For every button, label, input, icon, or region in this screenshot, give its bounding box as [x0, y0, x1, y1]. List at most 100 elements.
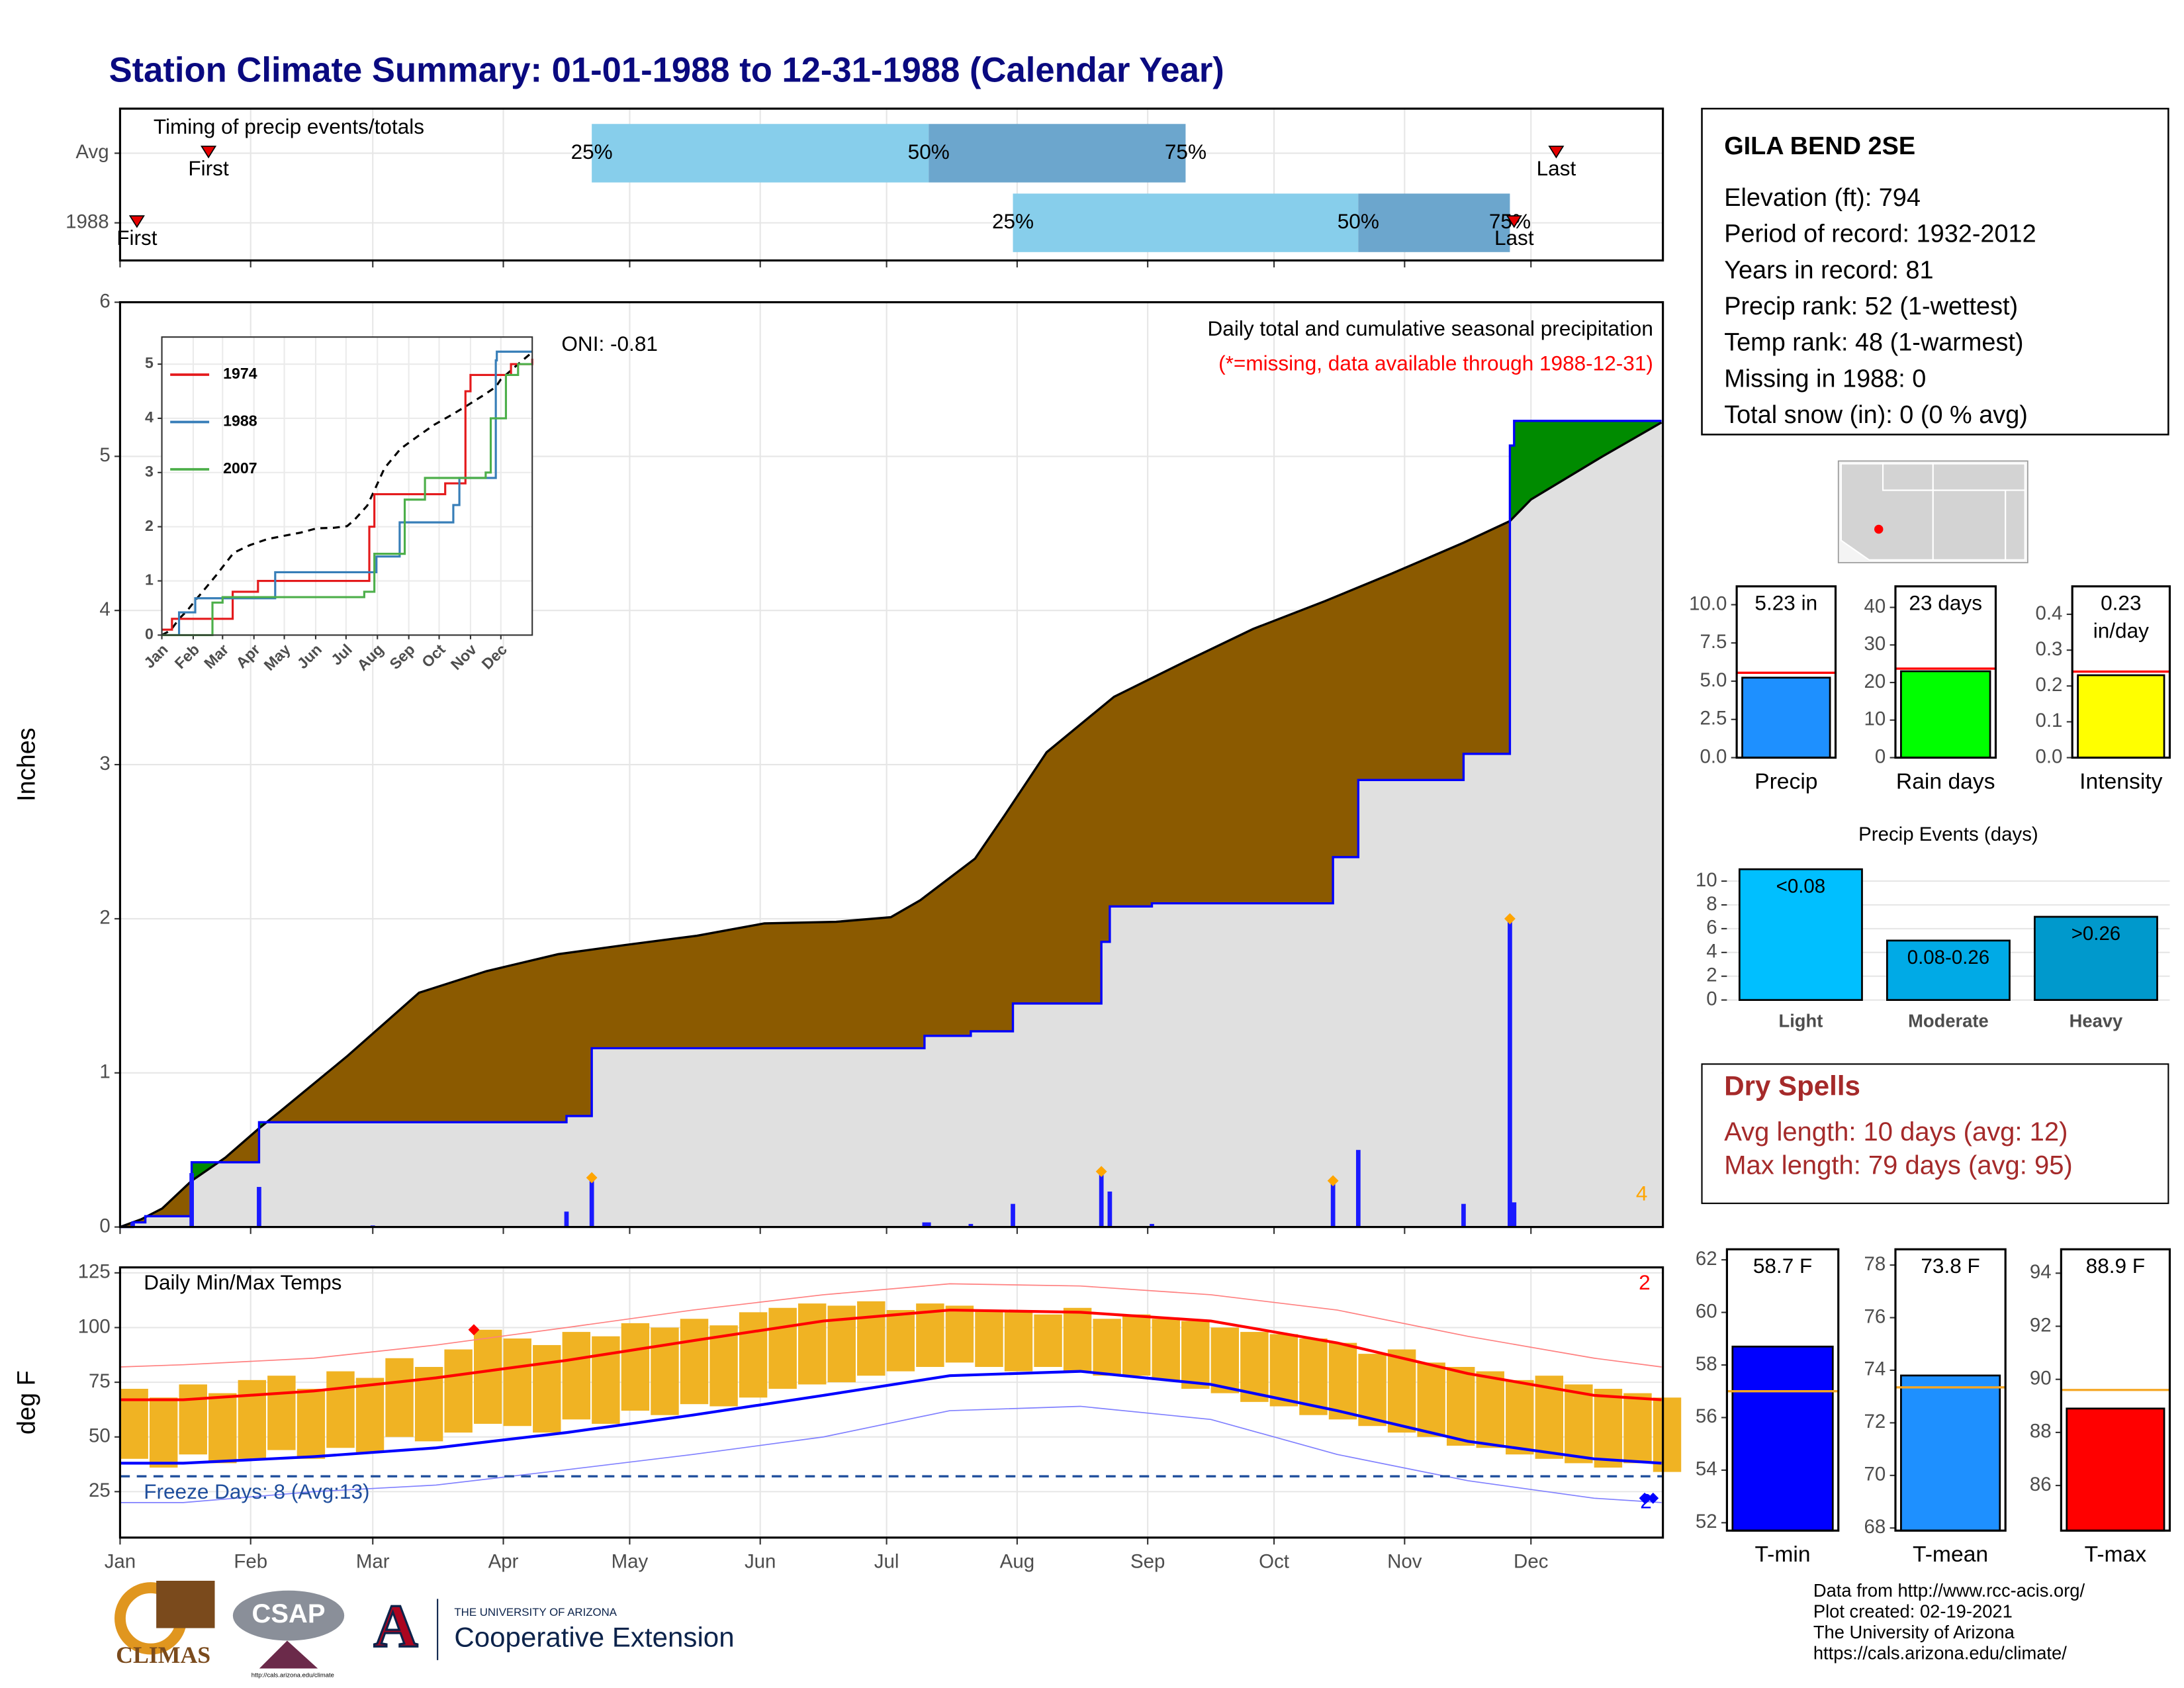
logo-text: Cooperative Extension: [454, 1621, 734, 1652]
y-tick-label: 0.0: [1700, 745, 1727, 767]
y-tick-label: 30: [1864, 633, 1886, 655]
csap-mountain: [259, 1640, 318, 1669]
temp-bar: [1476, 1371, 1504, 1448]
panel-border: [118, 1266, 1664, 1539]
daily-bar: [922, 1222, 927, 1227]
temp-bar: [1446, 1366, 1475, 1446]
daily-bar: [1150, 1223, 1154, 1227]
x-tick-label: Oct: [1259, 1550, 1289, 1572]
timing-label: Last: [1494, 226, 1534, 250]
temp-bar: [1034, 1314, 1062, 1367]
quartile-label: 50%: [1338, 209, 1379, 233]
temp-bar: [621, 1323, 650, 1411]
avg-line: [119, 421, 1662, 1229]
temp-bar: [709, 1325, 738, 1407]
temp-bar: [1181, 1321, 1210, 1389]
area-base: [120, 422, 1662, 1227]
temp-bar: [326, 1371, 355, 1448]
y-tick-label: 0: [99, 1215, 110, 1237]
y-tick-label: 0.0: [2036, 745, 2063, 767]
y-tick-label: 0.4: [2036, 602, 2063, 624]
y-tick-label: 0: [1706, 988, 1717, 1009]
bar: [1900, 670, 1991, 759]
temp-bar: [533, 1344, 561, 1433]
temp-bar: [768, 1307, 797, 1389]
daily-bar: [968, 1223, 974, 1227]
value-label-box: 0.23 in/day: [2093, 592, 2149, 643]
temp-bar: [592, 1336, 620, 1424]
page-title: Station Climate Summary: 01-01-1988 to 1…: [109, 50, 1224, 89]
value-label-box: 88.9 F: [2086, 1255, 2145, 1279]
station-line: Total snow (in): 0 (0 % avg): [1724, 401, 2028, 429]
y-tick-label: 5: [99, 444, 110, 466]
y-tick-label: 1: [145, 571, 154, 588]
y-tick-label: 10.0: [1689, 592, 1727, 614]
temp-bar: [238, 1380, 267, 1459]
timing-marker: [128, 215, 145, 228]
freeze-label: Freeze Days: 8 (Avg:13): [144, 1479, 369, 1503]
station-line: Temp rank: 48 (1-warmest): [1724, 329, 2023, 357]
y-tick-label: 76: [1864, 1305, 1886, 1327]
y-tick-label: 54: [1696, 1458, 1717, 1480]
station-dot: [1874, 524, 1884, 534]
y-tick-label: 6: [99, 290, 110, 312]
series-line: [161, 350, 533, 636]
daily-bar: [1330, 1180, 1336, 1227]
temp-bar: [149, 1397, 178, 1468]
value-label-box: 5.23 in: [1754, 592, 1818, 616]
y-tick-label: 62: [1696, 1248, 1717, 1270]
quartile-label: 75%: [1165, 140, 1206, 164]
y-axis-label: deg F: [13, 1370, 41, 1434]
y-tick-label: 2: [145, 517, 154, 534]
daily-bar: [1099, 1171, 1104, 1227]
station-line: Years in record: 81: [1724, 256, 1933, 284]
y-tick-label: 0: [1875, 745, 1886, 767]
y-tick-label: 92: [2030, 1314, 2052, 1336]
temp-bar: [1093, 1319, 1121, 1376]
y-tick-label: 74: [1864, 1358, 1886, 1380]
credit: Data from http://www.rcc-acis.org/: [1813, 1580, 2085, 1601]
category-label: Heavy: [2070, 1011, 2123, 1031]
quartile-label: 50%: [908, 140, 950, 164]
timing-marker: [1506, 215, 1522, 228]
x-tick-label: Dec: [1514, 1550, 1548, 1572]
legend-label: 1988: [223, 412, 257, 430]
temp-bar: [1358, 1354, 1387, 1427]
series-line: [161, 363, 533, 636]
y-tick-label: 2: [1706, 964, 1717, 986]
panel-title: Daily Min/Max Temps: [144, 1270, 341, 1294]
y-tick-label: 2: [99, 907, 110, 929]
record-count: 2: [1639, 1270, 1651, 1294]
value-label: 5.23 in: [1754, 592, 1818, 616]
y-tick-label: 0: [145, 626, 154, 643]
quartile-bar: [929, 124, 1186, 183]
credit: https://cals.arizona.edu/climate/: [1813, 1643, 2067, 1664]
y-tick-label: 6: [1706, 917, 1717, 939]
bar-panel-border: [1735, 585, 1837, 759]
x-tick-label: Aug: [1000, 1550, 1034, 1572]
category-label: Rain days: [1896, 769, 1995, 794]
y-tick-label: 3: [145, 463, 154, 480]
temp-bar: [975, 1310, 1003, 1367]
value-label: 58.7 F: [1752, 1254, 1813, 1279]
dry-spells-box: [1701, 1063, 2169, 1204]
timing-label: First: [116, 226, 158, 250]
temp-bar: [1653, 1397, 1682, 1472]
csap-cloud: [232, 1590, 345, 1641]
y-tick-label: 5: [145, 354, 154, 371]
quartile-bar: [1358, 193, 1510, 252]
category-label: T-mean: [1913, 1542, 1988, 1567]
x-tick-label: Sep: [1130, 1550, 1165, 1572]
temp-bar: [385, 1358, 414, 1437]
panel-title: Timing of precip events/totals: [154, 115, 424, 138]
bar: [2077, 674, 2165, 759]
dry-spells-line: Avg length: 10 days (avg: 12): [1724, 1117, 2068, 1147]
bar: [2066, 1407, 2165, 1532]
y-tick-label: 60: [1696, 1300, 1717, 1322]
bin-label: >0.26: [2071, 923, 2121, 945]
credit: Plot created: 02-19-2021: [1813, 1601, 2013, 1622]
temp-bar: [1623, 1393, 1652, 1464]
temp-bar: [945, 1305, 974, 1363]
temp-bar: [1387, 1349, 1416, 1433]
